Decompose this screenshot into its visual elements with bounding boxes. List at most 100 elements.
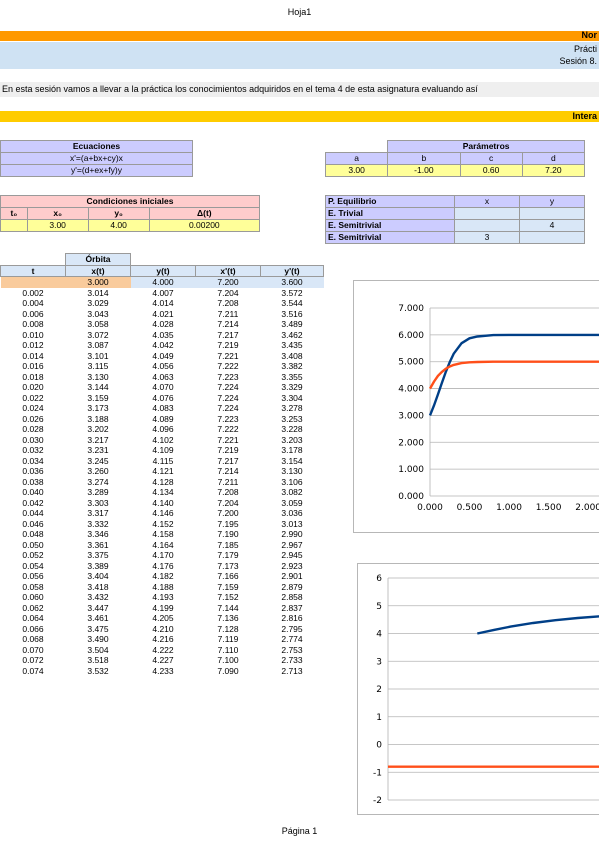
table-cell[interactable]: 4.089: [152, 413, 174, 424]
table-cell[interactable]: 4.021: [152, 308, 174, 319]
table-cell[interactable]: 7.166: [217, 571, 239, 581]
table-cell[interactable]: 2.967: [281, 539, 303, 550]
table-cell[interactable]: 3.253: [281, 413, 303, 424]
table-cell[interactable]: 3.435: [281, 340, 303, 350]
table-cell[interactable]: 3.432: [87, 592, 109, 602]
table-cell[interactable]: 3.043: [87, 308, 109, 319]
table-cell[interactable]: 3.317: [87, 508, 109, 518]
table-cell[interactable]: 4.188: [152, 581, 174, 592]
table-cell[interactable]: 3.504: [87, 644, 109, 655]
table-cell[interactable]: 7.214: [217, 466, 239, 476]
table-cell[interactable]: 3.461: [87, 613, 109, 623]
table-cell[interactable]: 3.231: [87, 445, 109, 455]
table-cell[interactable]: 0.048: [22, 529, 44, 539]
table-cell[interactable]: 3.462: [281, 329, 303, 340]
table-cell[interactable]: 2.713: [281, 665, 303, 676]
table-cell[interactable]: 4.109: [152, 445, 174, 455]
table-cell[interactable]: 0.042: [22, 497, 44, 508]
table-cell[interactable]: 0.070: [22, 644, 44, 655]
table-cell[interactable]: 7.204: [217, 287, 239, 298]
table-cell[interactable]: 7.128: [217, 623, 239, 634]
table-cell[interactable]: 4.146: [152, 508, 174, 518]
table-cell[interactable]: 4.035: [152, 329, 174, 340]
table-cell[interactable]: 2.733: [281, 655, 303, 665]
table-cell[interactable]: 4.205: [152, 613, 174, 623]
table-cell[interactable]: 3.389: [87, 560, 109, 571]
table-cell[interactable]: 4.140: [152, 497, 174, 508]
table-cell[interactable]: 7.136: [217, 613, 239, 623]
table-cell[interactable]: 2.753: [281, 644, 303, 655]
table-cell[interactable]: 2.837: [281, 602, 303, 613]
table-cell[interactable]: 7.221: [217, 350, 239, 361]
table-cell[interactable]: 0.072: [22, 655, 44, 665]
table-cell[interactable]: 3.278: [281, 403, 303, 413]
table-cell[interactable]: 4.199: [152, 602, 174, 613]
table-cell[interactable]: 2.774: [281, 634, 303, 644]
param-value-a[interactable]: 3.00: [324, 164, 389, 177]
table-cell[interactable]: 3.058: [87, 319, 109, 329]
table-cell[interactable]: 0.038: [22, 476, 44, 487]
table-cell[interactable]: 3.361: [87, 539, 109, 550]
table-cell[interactable]: 4.014: [152, 298, 174, 308]
table-cell[interactable]: 7.195: [217, 518, 239, 529]
table-cell[interactable]: 7.185: [217, 539, 239, 550]
table-cell[interactable]: 3.516: [281, 308, 303, 319]
table-cell[interactable]: 4.083: [152, 403, 174, 413]
table-cell[interactable]: 2.816: [281, 613, 303, 623]
table-cell[interactable]: 3.600: [260, 276, 324, 288]
table-cell[interactable]: 7.223: [217, 413, 239, 424]
table-cell[interactable]: 3.036: [281, 508, 303, 518]
table-cell[interactable]: 0.064: [22, 613, 44, 623]
table-cell[interactable]: 7.200: [217, 508, 239, 518]
table-cell[interactable]: 4.170: [152, 550, 174, 560]
table-cell[interactable]: 0.006: [22, 308, 44, 319]
table-cell[interactable]: 4.000: [130, 276, 196, 288]
table-cell[interactable]: 3.490: [87, 634, 109, 644]
table-cell[interactable]: 4.193: [152, 592, 174, 602]
initial-value-dt[interactable]: 0.00200: [148, 219, 261, 232]
table-cell[interactable]: 3.014: [87, 287, 109, 298]
table-cell[interactable]: 4.233: [152, 665, 174, 676]
table-cell[interactable]: 3.475: [87, 623, 109, 634]
table-cell[interactable]: 0.034: [22, 455, 44, 466]
table-cell[interactable]: 3.375: [87, 550, 109, 560]
table-cell[interactable]: 3.130: [281, 466, 303, 476]
table-cell[interactable]: 3.159: [87, 392, 109, 403]
table-cell[interactable]: 3.408: [281, 350, 303, 361]
table-cell[interactable]: 0.002: [22, 287, 44, 298]
phase-chart[interactable]: -2 -1 0 1 2 3 4 5 6: [357, 563, 599, 815]
table-cell[interactable]: 0.036: [22, 466, 44, 476]
table-cell[interactable]: 4.007: [152, 287, 174, 298]
table-cell[interactable]: 0.052: [22, 550, 44, 560]
table-cell[interactable]: 3.000: [65, 276, 131, 288]
table-cell[interactable]: 7.217: [217, 329, 239, 340]
table-cell[interactable]: 0.058: [22, 581, 44, 592]
table-cell[interactable]: 7.211: [217, 476, 239, 487]
table-cell[interactable]: 4.134: [152, 487, 174, 497]
param-value-c[interactable]: 0.60: [459, 164, 523, 177]
table-cell[interactable]: 3.245: [87, 455, 109, 466]
table-cell[interactable]: 3.082: [281, 487, 303, 497]
table-cell[interactable]: 4.049: [152, 350, 174, 361]
table-cell[interactable]: 7.173: [217, 560, 239, 571]
table-cell[interactable]: 3.130: [87, 371, 109, 382]
table-cell[interactable]: 0.074: [22, 665, 44, 676]
table-cell[interactable]: 7.152: [217, 592, 239, 602]
table-cell[interactable]: 0.024: [22, 403, 44, 413]
table-cell[interactable]: 3.101: [87, 350, 109, 361]
table-cell[interactable]: 3.355: [281, 371, 303, 382]
table-cell[interactable]: 7.222: [217, 361, 239, 371]
table-cell[interactable]: 3.572: [281, 287, 303, 298]
param-value-d[interactable]: 7.20: [521, 164, 586, 177]
table-cell[interactable]: 2.901: [281, 571, 303, 581]
table-cell[interactable]: 7.224: [217, 392, 239, 403]
table-cell[interactable]: 3.228: [281, 424, 303, 434]
table-cell[interactable]: 3.304: [281, 392, 303, 403]
table-cell[interactable]: 7.179: [217, 550, 239, 560]
table-cell[interactable]: 4.115: [152, 455, 174, 466]
table-cell[interactable]: 3.072: [87, 329, 109, 340]
table-cell[interactable]: 3.544: [281, 298, 303, 308]
table-cell[interactable]: 4.222: [152, 644, 174, 655]
table-cell[interactable]: 4.063: [152, 371, 174, 382]
table-cell[interactable]: 3.518: [87, 655, 109, 665]
